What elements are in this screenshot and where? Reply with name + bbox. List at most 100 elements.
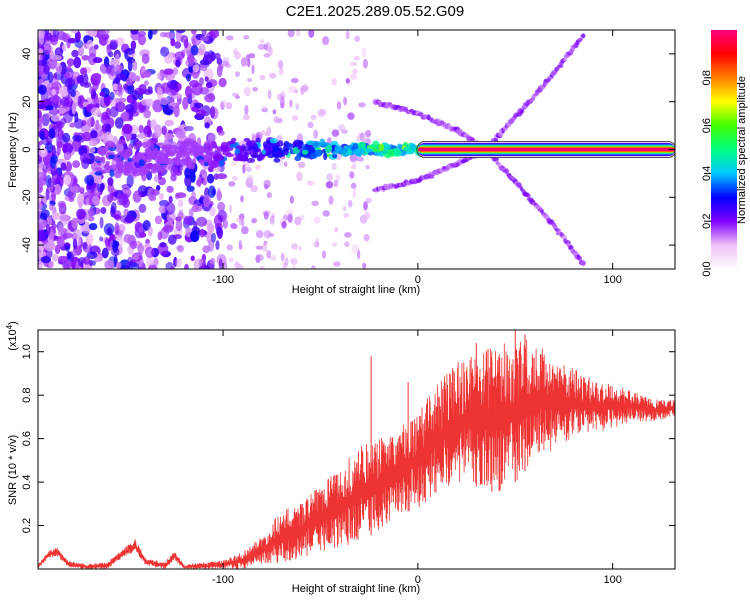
noise-blob [209, 257, 216, 265]
noise-blob [252, 87, 258, 92]
noise-blob [87, 30, 98, 38]
noise-blob [311, 200, 319, 207]
signal-blob [117, 168, 123, 174]
signal-blob [297, 142, 303, 151]
noise-blob [279, 67, 284, 76]
signal-blob [204, 161, 209, 167]
noise-blob [256, 254, 264, 261]
noise-blob [156, 185, 161, 191]
noise-blob [251, 64, 255, 75]
noise-blob [344, 241, 350, 247]
noise-blob [182, 96, 189, 110]
signal-blob [153, 147, 159, 154]
noise-blob [109, 91, 115, 101]
noise-blob [290, 77, 299, 84]
noise-blob [287, 213, 293, 223]
signal-blob [176, 140, 184, 148]
signal-blob [248, 140, 257, 147]
signal-blob [105, 161, 110, 165]
signal-blob [199, 146, 205, 154]
noise-blob [66, 65, 72, 71]
noise-blob [45, 223, 51, 236]
noise-blob [164, 202, 176, 215]
noise-blob [123, 208, 129, 216]
noise-blob [40, 231, 47, 242]
noise-blob [153, 258, 159, 267]
noise-blob [222, 60, 230, 67]
noise-blob [47, 215, 53, 225]
noise-blob [105, 123, 112, 135]
signal-blob [261, 149, 266, 155]
noise-blob [236, 264, 244, 269]
signal-blob [108, 154, 115, 159]
noise-blob [71, 217, 78, 229]
noise-blob [225, 102, 233, 110]
noise-blob [65, 245, 70, 252]
noise-blob [118, 193, 128, 206]
noise-blob [63, 151, 72, 161]
noise-blob [338, 124, 346, 132]
noise-blob [221, 211, 228, 221]
signal-blob [94, 155, 101, 161]
noise-blob [57, 107, 67, 115]
noise-blob [184, 167, 192, 179]
noise-blob [255, 230, 264, 239]
noise-blob [333, 179, 339, 188]
noise-blob [352, 189, 356, 199]
noise-blob [202, 245, 211, 254]
noise-blob [251, 217, 257, 224]
signal-blob [186, 158, 193, 166]
signal-blob [273, 144, 279, 153]
noise-blob [98, 30, 110, 35]
signal-blob [268, 145, 273, 153]
signal-blob [187, 151, 196, 156]
signal-blob [192, 158, 197, 165]
signal-blob [163, 153, 168, 157]
signal-blob [306, 140, 315, 146]
signal-blob [246, 158, 256, 163]
signal-blob [188, 146, 194, 151]
noise-blob [234, 224, 238, 230]
sideband-blob [504, 168, 510, 174]
noise-blob [176, 245, 183, 251]
noise-blob [207, 92, 215, 100]
noise-blob [218, 258, 223, 269]
noise-blob [308, 30, 315, 38]
noise-blob [145, 98, 154, 107]
noise-blob [277, 117, 283, 124]
noise-blob [38, 195, 42, 204]
signal-blob [248, 145, 253, 151]
signal-blob [393, 149, 402, 157]
noise-blob [356, 156, 365, 162]
noise-blob [207, 173, 215, 184]
snr-y-tick-label: 0.6 [21, 431, 33, 446]
noise-blob [189, 230, 200, 242]
sideband-blob [493, 138, 499, 142]
noise-blob [88, 139, 98, 147]
signal-blob [164, 144, 169, 149]
noise-blob [82, 131, 93, 142]
noise-blob [183, 125, 194, 132]
noise-blob [261, 129, 266, 136]
noise-blob [58, 226, 65, 236]
noise-blob [74, 112, 79, 123]
noise-blob [218, 77, 227, 88]
signal-blob [360, 150, 366, 154]
noise-blob [213, 52, 221, 60]
noise-blob [44, 241, 56, 252]
noise-blob [289, 195, 294, 204]
noise-blob [218, 63, 224, 71]
noise-blob [295, 30, 301, 37]
noise-blob [78, 46, 84, 57]
signal-blob [353, 148, 361, 155]
noise-blob [246, 78, 253, 82]
noise-blob [365, 197, 372, 204]
noise-blob [61, 259, 73, 269]
noise-blob [349, 171, 355, 179]
noise-blob [115, 53, 120, 65]
noise-blob [326, 173, 333, 182]
colorbar-tick-label: 0.4 [701, 166, 713, 181]
noise-blob [363, 201, 368, 211]
noise-blob [226, 244, 233, 251]
